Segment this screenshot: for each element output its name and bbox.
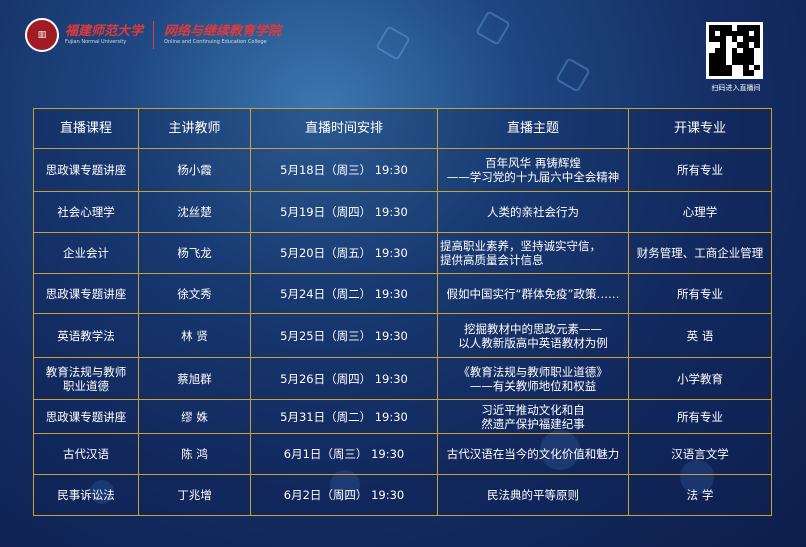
time-cell: 5月20日（周五） 19:30 [250,232,438,274]
course-cell: 社会心理学 [33,191,139,233]
teacher-cell: 杨飞龙 [138,232,251,274]
college-logo: ▥ 福建师范大学 Fujian Normal University 网络与继续教… [25,18,281,52]
topic-cell: 《教育法规与教师职业道德》 ——有关教师地位和权益 [437,357,629,400]
column-header: 直播主题 [437,108,629,149]
column-header: 主讲教师 [138,108,251,149]
topic-cell: 百年风华 再铸辉煌 ——学习党的十九届六中全会精神 [437,148,629,192]
course-cell: 思政课专题讲座 [33,399,139,434]
time-cell: 6月2日（周四） 19:30 [250,474,438,516]
table-row: 思政课专题讲座 徐文秀 5月24日（周二） 19:30 假如中国实行“群体免疫”政策…… [33,273,772,314]
table-row: 古代汉语陈 鸿 6月1日（周三） 19:30 古代汉语在当今的文化价值和魅力 汉语言文… [33,433,772,475]
time-cell: 5月24日（周二） 19:30 [250,273,438,314]
course-cell: 英语教学法 [33,313,139,358]
college-name-en: Online and Continuing Education College [164,39,267,45]
major-cell: 所有专业 [628,148,772,192]
topic-cell: 挖掘教材中的思政元素—— 以人教新版高中英语教材为例 [437,313,629,358]
major-cell: 英 语 [628,313,772,358]
topic-cell: 古代汉语在当今的文化价值和魅力 [437,433,629,475]
qr-code[interactable] [706,22,763,79]
table-row: 思政课专题讲座缪 姝 5月31日（周二） 19:30 习近平推动文化和自 然遗产保护… [33,399,772,434]
course-cell: 思政课专题讲座 [33,148,139,192]
course-cell: 教育法规与教师 职业道德 [33,357,139,400]
column-header: 直播时间安排 [250,108,438,149]
topic-cell: 假如中国实行“群体免疫”政策…… [437,273,629,314]
table-row: 企业会计 杨飞龙 5月20日（周五） 19:30 提高职业素养，坚持诚实守信， 提供高… [33,232,772,274]
major-cell: 所有专业 [628,399,772,434]
course-cell: 企业会计 [33,232,139,274]
topic-cell: 人类的亲社会行为 [437,191,629,233]
teacher-cell: 缪 姝 [138,399,251,434]
table-row: 思政课专题讲座 杨小霞 5月18日（周三） 19:30 百年风华 再铸辉煌 ——学习党… [33,148,772,192]
college-name: 网络与继续教育学院 [164,24,282,39]
time-cell: 6月1日（周三） 19:30 [250,433,438,475]
table-row: 社会心理学 沈丝楚 5月19日（周四） 19:30 人类的亲社会行为 心理学 [33,191,772,233]
table-row: 民事诉讼法 丁兆增 6月2日（周四） 19:30 民法典的平等原则法 学 [33,474,772,516]
time-cell: 5月25日（周三） 19:30 [250,313,438,358]
topic-cell: 民法典的平等原则 [437,474,629,516]
teacher-cell: 蔡旭群 [138,357,251,400]
course-cell: 思政课专题讲座 [33,273,139,314]
time-cell: 5月31日（周二） 19:30 [250,399,438,434]
major-cell: 法 学 [628,474,772,516]
hexagon-decoration [375,25,411,61]
teacher-cell: 丁兆增 [138,474,251,516]
major-cell: 所有专业 [628,273,772,314]
major-cell: 汉语言文学 [628,433,772,475]
major-cell: 心理学 [628,191,772,233]
table-row: 教育法规与教师 职业道德 蔡旭群 5月26日（周四） 19:30 《教育法规与教师职业… [33,357,772,400]
teacher-cell: 林 贤 [138,313,251,358]
column-header: 直播课程 [33,108,139,149]
major-cell: 财务管理、工商企业管理 [628,232,772,274]
column-header: 开课专业 [628,108,772,149]
university-seal-icon: ▥ [25,18,59,52]
teacher-cell: 沈丝楚 [138,191,251,233]
hexagon-decoration [475,10,511,46]
schedule-table: 直播课程 主讲教师 直播时间安排 直播主题 开课专业 思政课专题讲座 杨小霞 5月18日（周… [33,108,772,516]
table-row: 英语教学法林 贤 5月25日（周三） 19:30 挖掘教材中的思政元素—— 以人教新… [33,313,772,358]
major-cell: 小学教育 [628,357,772,400]
teacher-cell: 陈 鸿 [138,433,251,475]
topic-cell: 习近平推动文化和自 然遗产保护福建纪事 [437,399,629,434]
divider [153,21,155,49]
time-cell: 5月18日（周三） 19:30 [250,148,438,192]
university-name: 福建师范大学 [65,24,144,39]
university-name-en: Fujian Normal University [65,39,127,45]
time-cell: 5月26日（周四） 19:30 [250,357,438,400]
qr-caption: 扫码进入直播间 [711,84,761,92]
time-cell: 5月19日（周四） 19:30 [250,191,438,233]
course-cell: 古代汉语 [33,433,139,475]
teacher-cell: 徐文秀 [138,273,251,314]
hexagon-decoration [555,57,591,93]
course-cell: 民事诉讼法 [33,474,139,516]
teacher-cell: 杨小霞 [138,148,251,192]
topic-cell: 提高职业素养，坚持诚实守信， 提供高质量会计信息 [437,232,629,274]
